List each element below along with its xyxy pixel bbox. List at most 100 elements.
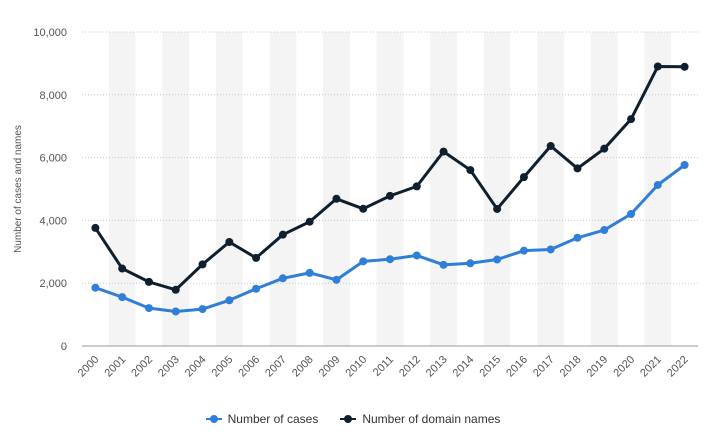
data-point-domain-names-2021[interactable] — [653, 62, 662, 71]
x-tick-label: 2004 — [183, 354, 209, 380]
y-tick-label: 10,000 — [33, 27, 67, 39]
legend-label-domain-names: Number of domain names — [362, 412, 501, 426]
legend-label-cases: Number of cases — [227, 412, 319, 426]
data-point-cases-2012[interactable] — [412, 251, 421, 260]
band-2021 — [644, 32, 672, 346]
x-tick-label: 2017 — [531, 354, 557, 380]
x-tick-label: 2019 — [585, 354, 611, 380]
x-tick-label: 2010 — [344, 354, 370, 380]
data-point-cases-2008[interactable] — [305, 268, 314, 277]
data-point-cases-2007[interactable] — [278, 274, 287, 283]
x-tick-label: 2015 — [477, 354, 503, 380]
data-point-cases-2009[interactable] — [332, 275, 341, 284]
data-point-domain-names-2018[interactable] — [573, 164, 582, 173]
data-point-cases-2001[interactable] — [118, 293, 127, 302]
x-tick-label: 2021 — [638, 354, 664, 380]
x-tick-label: 2016 — [504, 354, 530, 380]
data-point-cases-2016[interactable] — [519, 246, 528, 255]
data-point-cases-2006[interactable] — [252, 284, 261, 293]
legend-dot-domain-names — [344, 415, 353, 423]
data-point-domain-names-2016[interactable] — [519, 173, 528, 182]
x-tick-label: 2022 — [665, 354, 691, 380]
y-tick-label: 4,000 — [39, 215, 67, 227]
legend-swatch-cases — [205, 414, 222, 424]
data-point-cases-2013[interactable] — [439, 260, 448, 269]
legend-item-domain-names[interactable]: Number of domain names — [340, 412, 500, 426]
x-tick-label: 2006 — [236, 354, 262, 380]
x-tick-label: 2002 — [129, 354, 155, 380]
x-axis-tick-labels: 2000 2001 2002 2003 2004 2005 2006 2007 2008 2009… — [76, 354, 691, 380]
x-tick-label: 2020 — [611, 354, 637, 380]
x-tick-label: 2011 — [371, 354, 396, 379]
band-2003 — [162, 32, 190, 346]
data-point-domain-names-2002[interactable] — [144, 277, 153, 286]
x-tick-label: 2014 — [451, 354, 477, 380]
data-point-domain-names-2011[interactable] — [386, 191, 394, 200]
x-tick-label: 2000 — [76, 354, 102, 380]
data-point-domain-names-2015[interactable] — [493, 204, 502, 213]
band-2007 — [269, 32, 297, 346]
band-2019 — [590, 32, 618, 346]
band-2009 — [323, 32, 350, 346]
y-axis-tick-labels: 0 2,000 4,000 6,000 8,000 10,000 — [33, 27, 67, 353]
data-point-cases-2011[interactable] — [386, 255, 394, 264]
data-point-domain-names-2000[interactable] — [91, 223, 100, 232]
data-point-domain-names-2006[interactable] — [252, 253, 261, 262]
legend-item-cases[interactable]: Number of cases — [205, 412, 319, 426]
data-point-cases-2020[interactable] — [627, 209, 636, 218]
y-tick-label: 0 — [61, 341, 67, 353]
x-tick-label: 2013 — [424, 354, 450, 380]
x-tick-label: 2009 — [317, 354, 343, 380]
y-tick-label: 8,000 — [39, 90, 67, 102]
data-point-cases-2000[interactable] — [91, 283, 100, 292]
data-point-cases-2021[interactable] — [653, 180, 662, 189]
y-axis-title: Number of cases and names — [13, 125, 24, 253]
x-tick-label: 2005 — [210, 354, 236, 380]
x-tick-label: 2001 — [102, 354, 128, 380]
legend-dot-cases — [209, 415, 218, 423]
data-point-cases-2005[interactable] — [225, 296, 234, 305]
band-2013 — [430, 32, 457, 346]
x-tick-label: 2008 — [290, 354, 316, 380]
x-tick-label: 2003 — [156, 354, 182, 380]
data-point-domain-names-2020[interactable] — [627, 115, 636, 124]
data-point-domain-names-2001[interactable] — [118, 264, 127, 273]
data-point-cases-2017[interactable] — [546, 245, 555, 254]
data-point-cases-2014[interactable] — [466, 259, 475, 268]
data-point-domain-names-2010[interactable] — [359, 204, 368, 213]
data-point-domain-names-2019[interactable] — [600, 144, 609, 153]
band-2015 — [483, 32, 511, 346]
data-point-domain-names-2009[interactable] — [332, 194, 341, 203]
data-point-domain-names-2007[interactable] — [278, 230, 287, 239]
band-2005 — [215, 32, 243, 346]
data-point-domain-names-2014[interactable] — [466, 166, 475, 175]
data-point-cases-2022[interactable] — [680, 161, 689, 170]
data-point-cases-2002[interactable] — [144, 304, 153, 313]
legend: Number of cases Number of domain names — [0, 412, 706, 426]
series-lines — [91, 62, 689, 316]
data-point-domain-names-2003[interactable] — [171, 285, 180, 294]
data-point-cases-2004[interactable] — [198, 305, 207, 314]
data-point-domain-names-2005[interactable] — [225, 238, 234, 247]
data-point-cases-2003[interactable] — [171, 307, 180, 316]
data-point-domain-names-2022[interactable] — [680, 62, 689, 71]
data-point-domain-names-2012[interactable] — [412, 182, 421, 191]
band-2011 — [376, 32, 404, 346]
data-point-cases-2019[interactable] — [600, 226, 609, 235]
data-point-cases-2018[interactable] — [573, 233, 582, 242]
legend-swatch-domain-names — [340, 414, 357, 424]
x-tick-label: 2012 — [397, 354, 423, 380]
alternating-year-bands — [108, 32, 672, 346]
data-point-cases-2015[interactable] — [493, 255, 502, 264]
data-point-domain-names-2013[interactable] — [439, 147, 448, 156]
y-tick-label: 2,000 — [39, 278, 67, 290]
y-tick-label: 6,000 — [39, 153, 67, 165]
band-2017 — [537, 32, 565, 346]
x-tick-label: 2007 — [263, 354, 289, 380]
data-point-domain-names-2008[interactable] — [305, 217, 314, 226]
data-point-domain-names-2017[interactable] — [546, 141, 555, 150]
x-tick-label: 2018 — [558, 354, 584, 380]
data-point-domain-names-2004[interactable] — [198, 260, 207, 269]
data-point-cases-2010[interactable] — [359, 257, 368, 266]
